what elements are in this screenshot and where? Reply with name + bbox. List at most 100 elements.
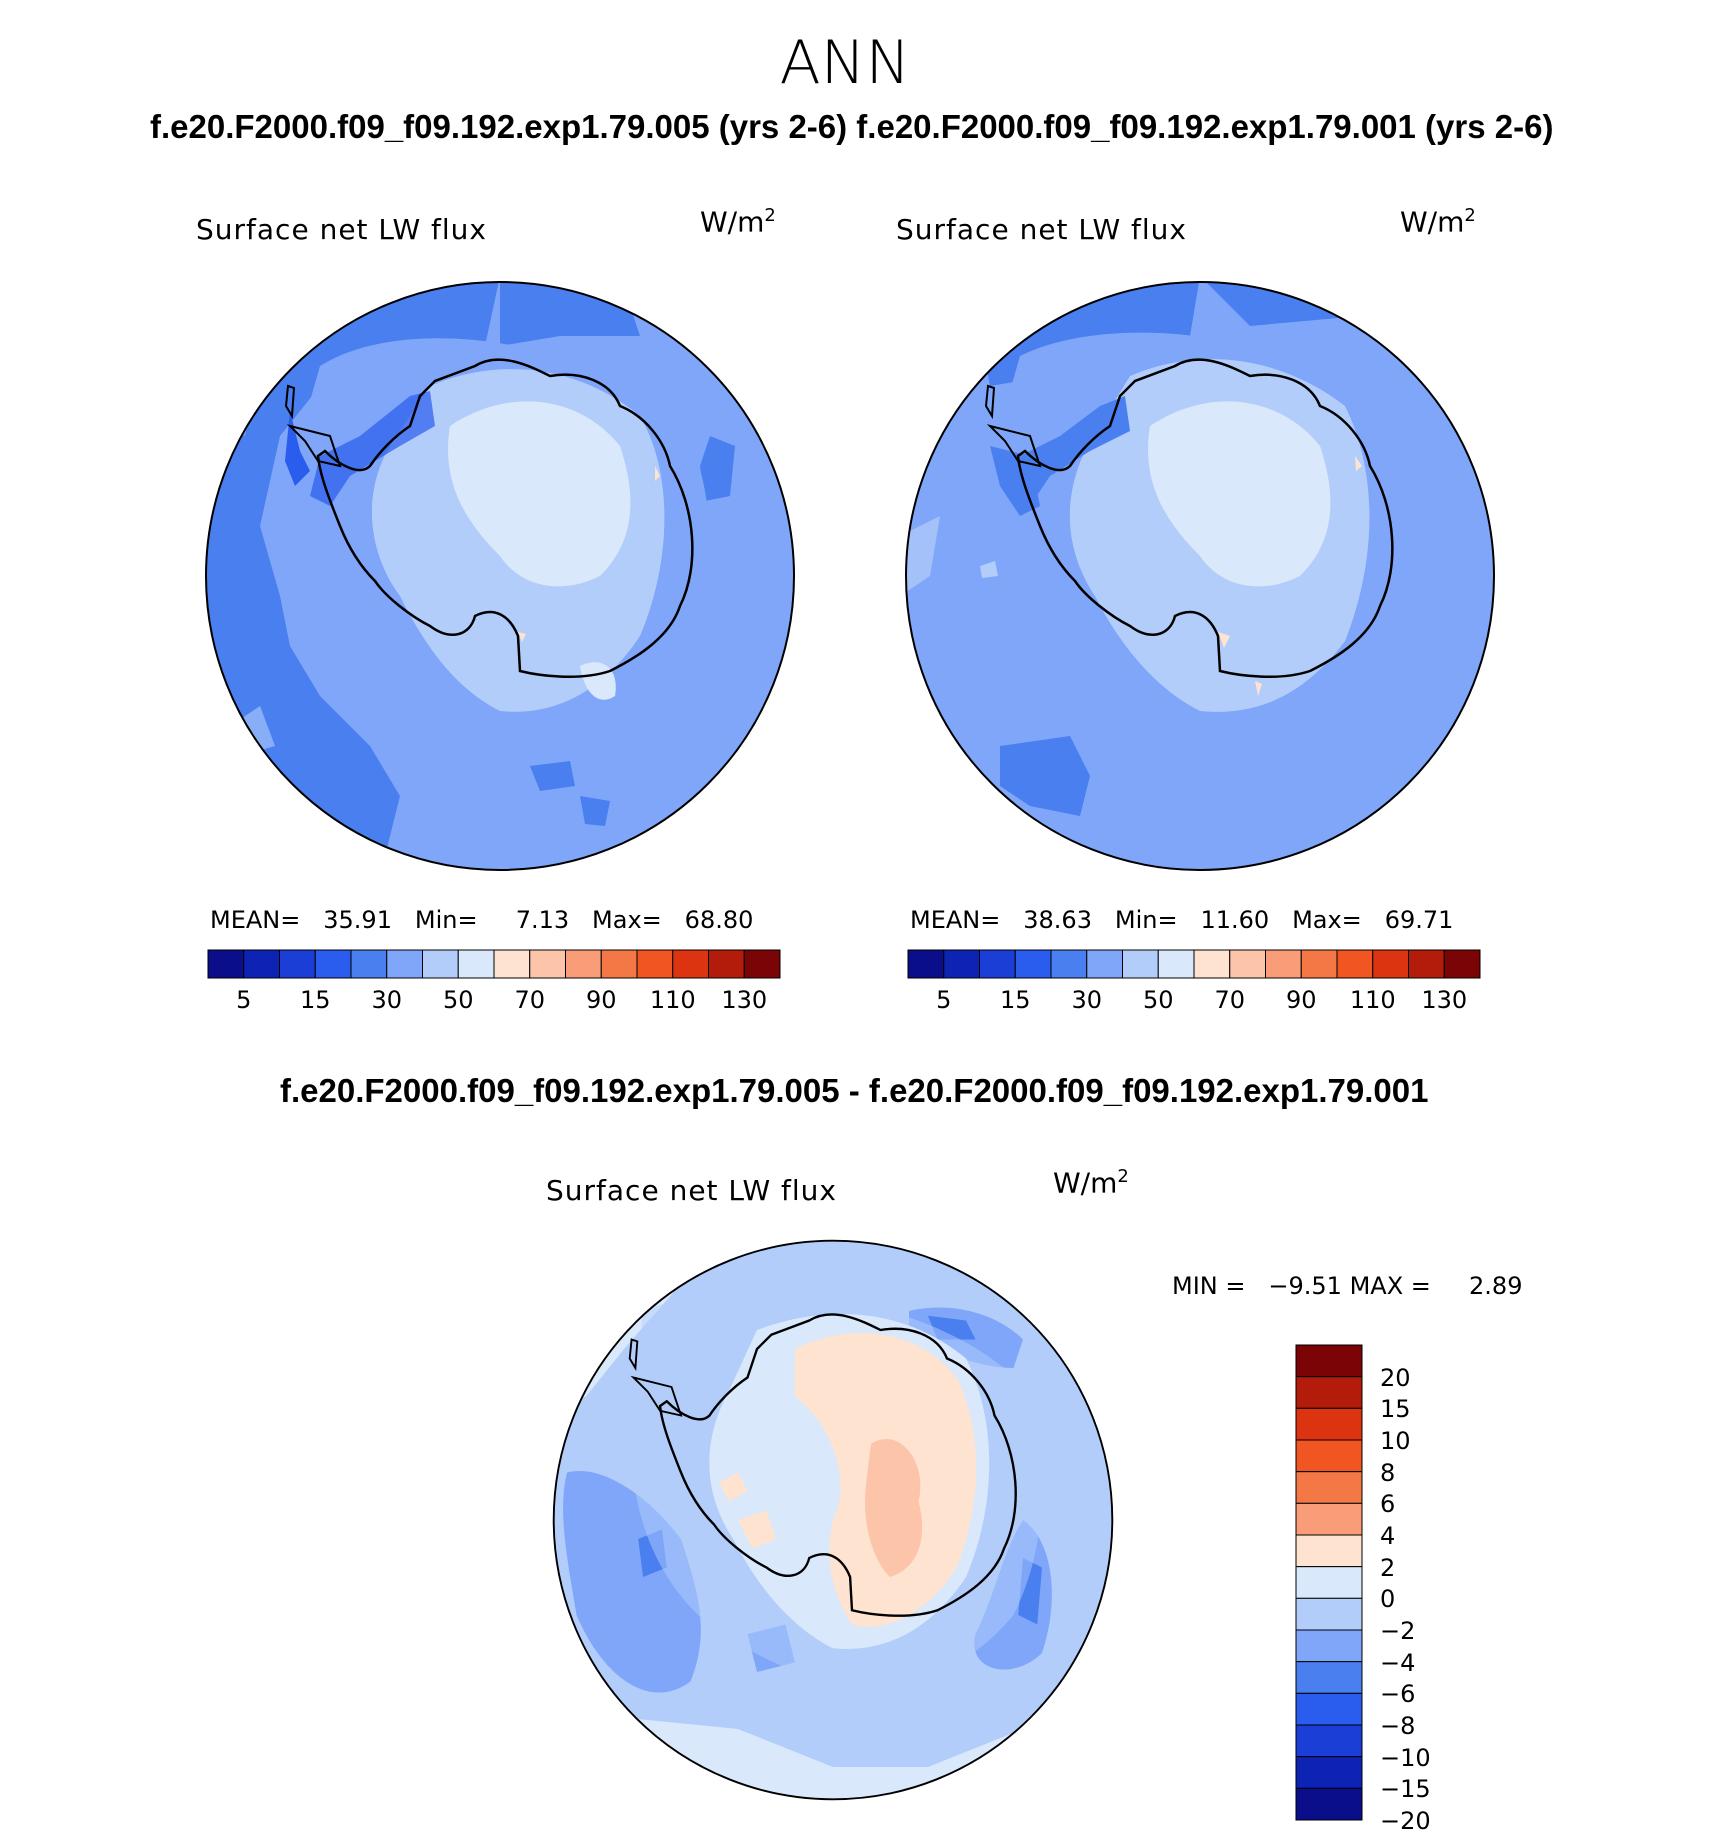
colorbar-diff-swatch [1295, 1376, 1363, 1409]
colorbar-diff-swatch [1295, 1344, 1363, 1378]
colorbar-2-tick-label: 50 [1142, 986, 1174, 1014]
colorbar-1-swatch [529, 949, 566, 979]
colorbar-diff-tick-label: 4 [1380, 1522, 1396, 1550]
diff-title: f.e20.F2000.f09_f09.192.exp1.79.005 - f.… [280, 1072, 1429, 1109]
colorbar-diff-tick-label: 8 [1380, 1458, 1396, 1487]
colorbar-2-tick-label: 70 [1214, 986, 1246, 1014]
colorbar-2-swatch [1336, 949, 1374, 979]
colorbar-2-swatch [1086, 949, 1123, 979]
colorbar-diff-swatch [1295, 1756, 1363, 1789]
colorbar-diff-tick-label: −15 [1380, 1775, 1431, 1804]
colorbar-1-swatch [600, 949, 638, 979]
colorbar-2-swatch [1229, 949, 1266, 979]
colorbar-1-swatch [636, 949, 674, 979]
colorbar-diff-tick-label: −4 [1380, 1648, 1416, 1677]
colorbar-diff-swatch [1295, 1407, 1363, 1441]
colorbar-1-swatch [672, 949, 709, 979]
colorbar-diff-swatch [1295, 1661, 1363, 1694]
panel-2-map [905, 281, 1495, 871]
colorbar-2-swatch [1300, 949, 1338, 979]
colorbar-diff: 20 15 10 8 6 4 2 0 −2 −4 −6 −8 −10 −15 −20 [1295, 1344, 1436, 1835]
colorbar-1-tick-label: 50 [442, 986, 474, 1014]
colorbar-2-swatch [1122, 949, 1159, 979]
colorbar-diff-swatch [1295, 1787, 1363, 1821]
colorbar-2-swatches [907, 949, 1481, 979]
colorbar-1-swatch [279, 949, 316, 979]
colorbar-2-tick-label: 130 [1421, 986, 1468, 1014]
diff-map [552, 1239, 1114, 1801]
season-title: ANN [779, 28, 911, 98]
colorbar-2-swatch [1193, 949, 1231, 979]
colorbar-1-swatch [350, 949, 388, 979]
panel-2-stats: MEAN= 38.63 Min= 11.60 Max= 69.71 [910, 906, 1454, 934]
colorbar-diff-ticks: 20 15 10 8 6 4 2 0 −2 −4 −6 −8 −10 −15 −20 [1380, 1345, 1440, 1835]
colorbar-2-tick-label: 15 [999, 986, 1031, 1014]
colorbar-2-swatch [1372, 949, 1409, 979]
colorbar-diff-swatch [1295, 1629, 1363, 1663]
colorbar-1-tick-label: 70 [514, 986, 546, 1014]
colorbar-diff-swatch [1295, 1471, 1363, 1504]
colorbar-1-swatches [207, 949, 781, 979]
colorbar-diff-tick-label: −2 [1380, 1617, 1416, 1645]
colorbar-2-swatch [1265, 949, 1302, 979]
colorbar-diff-swatch [1295, 1534, 1363, 1568]
colorbar-1-swatch [207, 949, 245, 979]
colorbar-2-tick-label: 90 [1285, 986, 1317, 1014]
panel-1-title: Surface net LW flux [196, 213, 487, 246]
colorbar-2-swatch [979, 949, 1016, 979]
colorbar-1-swatch [243, 949, 280, 979]
colorbar-2-swatch [907, 949, 945, 979]
colorbar-2-swatch [1014, 949, 1052, 979]
colorbar-2-swatch [943, 949, 980, 979]
colorbar-diff-tick-label: −8 [1380, 1712, 1416, 1740]
colorbar-diff-swatches [1295, 1344, 1363, 1821]
colorbar-diff-swatch [1295, 1724, 1363, 1758]
colorbar-1-swatch [386, 949, 423, 979]
colorbar-diff-tick-label: 10 [1380, 1427, 1411, 1455]
colorbar-1-tick-label: 30 [371, 986, 403, 1014]
colorbar-1-tick-label: 15 [299, 986, 331, 1014]
colorbar-2-ticks: 5 15 30 50 70 90 110 130 [908, 986, 1480, 1016]
panel-1-map [205, 281, 795, 871]
colorbar-1-swatch [457, 949, 495, 979]
colorbar-1-swatch [565, 949, 602, 979]
colorbar-1-tick-label: 110 [649, 986, 696, 1014]
colorbar-2-tick-label: 110 [1349, 986, 1396, 1014]
colorbar-1-swatch [493, 949, 531, 979]
colorbar-diff-swatch [1295, 1566, 1363, 1599]
colorbar-1-tick-label: 90 [585, 986, 617, 1014]
colorbar-1-swatch [314, 949, 352, 979]
diff-panel-title: Surface net LW flux [546, 1174, 837, 1207]
colorbar-diff-tick-label: 0 [1380, 1585, 1396, 1614]
colorbar-diff-swatch [1295, 1502, 1363, 1536]
colorbar-diff-tick-label: 2 [1380, 1553, 1396, 1582]
colorbar-2: 5 15 30 50 70 90 110 130 [907, 949, 1481, 1016]
panel-2-title: Surface net LW flux [896, 213, 1187, 246]
colorbar-diff-swatch [1295, 1439, 1363, 1473]
case-pair-title: f.e20.F2000.f09_f09.192.exp1.79.005 (yrs… [150, 108, 1554, 145]
colorbar-1-tick-label: 5 [236, 986, 252, 1014]
colorbar-diff-tick-label: 6 [1380, 1490, 1396, 1519]
colorbar-1-swatch [708, 949, 745, 979]
diff-stats: MIN = −9.51 MAX = 2.89 [1172, 1272, 1523, 1300]
colorbar-diff-tick-label: −20 [1380, 1807, 1431, 1835]
panel-1-stats: MEAN= 35.91 Min= 7.13 Max= 68.80 [210, 906, 754, 934]
colorbar-1: 5 15 30 50 70 90 110 130 [207, 949, 781, 1016]
colorbar-1-ticks: 5 15 30 50 70 90 110 130 [208, 986, 780, 1016]
colorbar-1-tick-label: 130 [721, 986, 768, 1014]
colorbar-1-swatch [743, 949, 781, 979]
colorbar-diff-tick-label: −10 [1380, 1743, 1431, 1772]
colorbar-diff-tick-label: 20 [1380, 1363, 1411, 1392]
colorbar-1-swatch [422, 949, 459, 979]
panel-2-units: W/m2 [1400, 205, 1476, 239]
colorbar-diff-swatch [1295, 1692, 1363, 1726]
colorbar-2-swatch [1157, 949, 1195, 979]
colorbar-2-tick-label: 5 [936, 986, 952, 1014]
colorbar-diff-tick-label: 15 [1380, 1395, 1411, 1424]
colorbar-diff-swatch [1295, 1597, 1363, 1631]
panel-1-units: W/m2 [700, 205, 776, 239]
colorbar-diff-tick-label: −6 [1380, 1680, 1416, 1709]
colorbar-2-tick-label: 30 [1071, 986, 1103, 1014]
colorbar-2-swatch [1443, 949, 1481, 979]
colorbar-2-swatch [1408, 949, 1445, 979]
